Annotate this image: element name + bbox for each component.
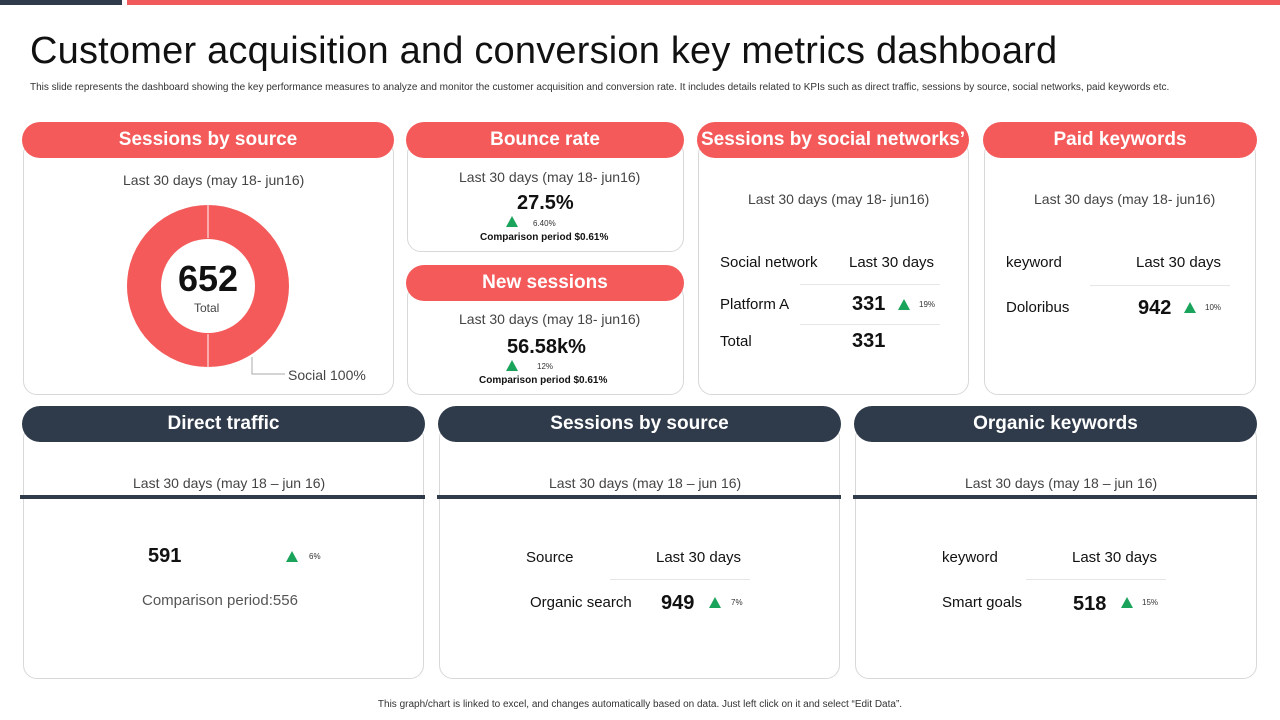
top-accent-bar-red <box>127 0 1280 5</box>
sessions-by-source-header: Sessions by source <box>22 122 394 158</box>
paid-keywords-row-divider <box>1090 285 1230 286</box>
direct-traffic-card <box>23 424 424 679</box>
paid-keywords-period: Last 30 days (may 18- jun16) <box>1034 191 1216 207</box>
social-networks-up-arrow-icon <box>898 299 910 310</box>
social-networks-row-divider <box>800 284 940 285</box>
social-networks-col-network: Social network <box>720 254 818 271</box>
social-networks-card <box>698 140 969 395</box>
sessions-by-source-divider-band <box>437 495 841 499</box>
bounce-rate-period: Last 30 days (may 18- jun16) <box>459 169 641 185</box>
donut-legend-leader-line <box>251 357 285 375</box>
direct-traffic-period: Last 30 days (may 18 – jun 16) <box>133 475 326 491</box>
organic-keywords-divider-band <box>853 495 1257 499</box>
sessions-donut-chart <box>127 204 289 368</box>
social-networks-platform-a-value: 331 <box>852 293 886 315</box>
paid-keywords-header: Paid keywords <box>983 122 1257 158</box>
direct-traffic-value: 591 <box>148 545 182 567</box>
organic-keywords-col-last30: Last 30 days <box>1072 549 1158 566</box>
organic-keywords-change: 15% <box>1142 598 1159 607</box>
sessions-by-source-col-last30: Last 30 days <box>656 549 742 566</box>
new-sessions-change: 12% <box>537 362 554 371</box>
organic-keywords-card <box>855 424 1257 679</box>
bounce-rate-comparison: Comparison period $0.61% <box>480 232 609 243</box>
paid-keywords-col-keyword: keyword <box>1006 254 1062 271</box>
sessions-by-source-col-source: Source <box>526 549 574 566</box>
social-networks-header: Sessions by social networks’ <box>697 122 969 158</box>
social-networks-row-platform-a: Platform A <box>720 296 790 313</box>
sessions-by-source-table-period: Last 30 days (may 18 – jun 16) <box>549 475 742 491</box>
social-networks-total-value: 331 <box>852 330 886 352</box>
sessions-by-source-row-organic-search: Organic search <box>530 594 632 611</box>
bounce-rate-card <box>407 140 684 252</box>
sessions-by-source-up-arrow-icon <box>709 597 721 608</box>
organic-keywords-row-divider <box>1026 579 1166 580</box>
page-subtitle: This slide represents the dashboard show… <box>30 82 1170 93</box>
paid-keywords-up-arrow-icon <box>1184 302 1196 313</box>
donut-total-value: 652 <box>178 258 239 299</box>
new-sessions-period: Last 30 days (may 18- jun16) <box>459 311 641 327</box>
social-networks-row-total: Total <box>720 333 752 350</box>
direct-traffic-header: Direct traffic <box>22 406 425 442</box>
sessions-by-source-organic-value: 949 <box>661 592 695 614</box>
donut-total-label: Total <box>194 301 220 315</box>
paid-keywords-card <box>984 140 1256 395</box>
paid-keywords-col-last30: Last 30 days <box>1136 254 1222 271</box>
donut-legend-social: Social 100% <box>288 367 366 383</box>
organic-keywords-smart-goals-value: 518 <box>1073 593 1107 615</box>
social-networks-period: Last 30 days (may 18- jun16) <box>748 191 930 207</box>
direct-traffic-comparison: Comparison period:556 <box>142 592 298 609</box>
direct-traffic-up-arrow-icon <box>286 551 298 562</box>
paid-keywords-row-doloribus: Doloribus <box>1006 299 1070 316</box>
new-sessions-card <box>407 283 684 395</box>
new-sessions-header: New sessions <box>406 265 684 301</box>
sessions-by-source-change: 7% <box>731 598 743 607</box>
bounce-rate-header: Bounce rate <box>406 122 684 158</box>
organic-keywords-header: Organic keywords <box>854 406 1257 442</box>
organic-keywords-period: Last 30 days (may 18 – jun 16) <box>965 475 1158 491</box>
social-networks-change: 19% <box>919 300 936 309</box>
bounce-rate-value: 27.5% <box>517 192 574 214</box>
organic-keywords-col-keyword: keyword <box>942 549 998 566</box>
page-title: Customer acquisition and conversion key … <box>30 30 1058 72</box>
organic-keywords-row-smart-goals: Smart goals <box>942 594 1023 611</box>
paid-keywords-change: 10% <box>1205 303 1222 312</box>
top-accent-bar-dark <box>0 0 122 5</box>
sessions-by-source-row-divider <box>610 579 750 580</box>
direct-traffic-divider-band <box>20 495 425 499</box>
bounce-rate-change: 6.40% <box>533 219 556 228</box>
bounce-rate-up-arrow-icon <box>506 216 518 227</box>
new-sessions-up-arrow-icon <box>506 360 518 371</box>
sessions-by-source-table-card <box>439 424 840 679</box>
social-networks-total-divider <box>800 324 940 325</box>
new-sessions-value: 56.58k% <box>507 336 586 358</box>
sessions-by-source-period: Last 30 days (may 18- jun16) <box>123 172 305 188</box>
paid-keywords-doloribus-value: 942 <box>1138 297 1172 319</box>
footer-note: This graph/chart is linked to excel, and… <box>377 699 903 710</box>
new-sessions-comparison: Comparison period $0.61% <box>479 375 608 386</box>
direct-traffic-change: 6% <box>309 552 321 561</box>
organic-keywords-up-arrow-icon <box>1121 597 1133 608</box>
social-networks-col-last30: Last 30 days <box>849 254 935 271</box>
sessions-by-source-table-header: Sessions by source <box>438 406 841 442</box>
